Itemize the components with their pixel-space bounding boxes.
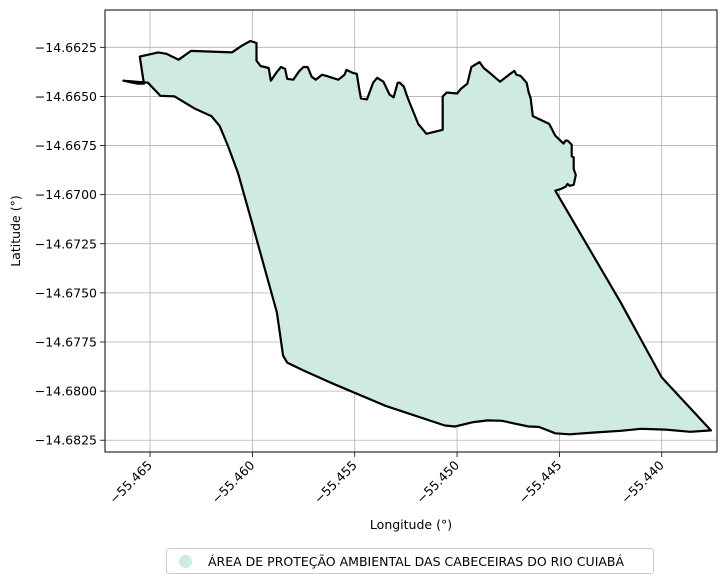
y-tick-label: −14.6700 (35, 187, 97, 202)
x-tick-label: −55.460 (209, 457, 258, 506)
x-tick-label: −55.455 (311, 458, 360, 507)
x-tick-label: −55.450 (413, 457, 462, 506)
legend-marker-icon (179, 554, 192, 568)
y-tick-label: −14.6775 (35, 334, 97, 349)
y-axis-label: Latitude (°) (8, 195, 23, 266)
x-axis-label: Longitude (°) (370, 517, 452, 532)
y-axis: −14.6625 −14.6650 −14.6675 −14.6700 −14.6725… (35, 40, 105, 448)
x-axis: −55.465 −55.460 −55.455 −55.450 −55.445 −55.4… (106, 452, 667, 506)
region-polygon (122, 39, 712, 436)
x-tick-label: −55.465 (106, 458, 155, 507)
y-tick-label: −14.6650 (35, 89, 97, 104)
y-tick-label: −14.6750 (35, 285, 97, 300)
y-tick-label: −14.6725 (35, 236, 97, 251)
legend-entry-label: ÁREA DE PROTEÇÃO AMBIENTAL DAS CABECEIRA… (208, 553, 625, 569)
y-tick-label: −14.6625 (35, 40, 97, 55)
y-tick-label: −14.6675 (35, 138, 97, 153)
x-tick-label: −55.445 (516, 458, 565, 507)
legend: ÁREA DE PROTEÇÃO AMBIENTAL DAS CABECEIRA… (166, 548, 654, 574)
y-tick-label: −14.6825 (35, 433, 97, 448)
x-tick-label: −55.440 (618, 457, 667, 506)
y-tick-label: −14.6800 (35, 384, 97, 399)
plot-frame (104, 9, 718, 453)
